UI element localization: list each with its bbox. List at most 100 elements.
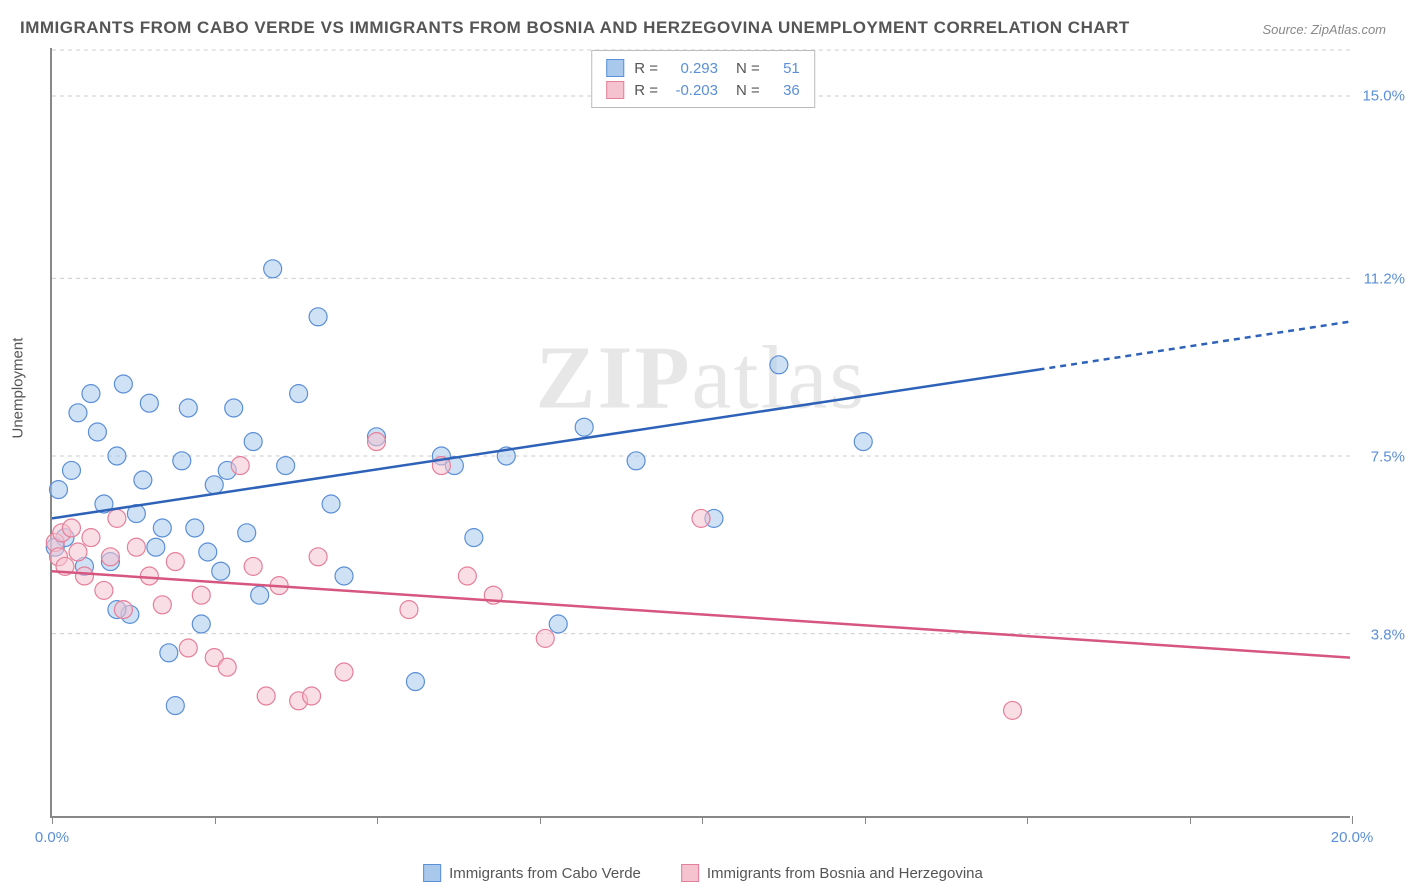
data-point — [368, 433, 386, 451]
x-tick — [215, 816, 216, 824]
r-label: R = — [634, 82, 658, 99]
data-point — [69, 543, 87, 561]
trend-line — [52, 571, 1350, 657]
data-point — [186, 519, 204, 537]
legend-label: Immigrants from Bosnia and Herzegovina — [707, 865, 983, 882]
data-point — [575, 418, 593, 436]
data-point — [238, 524, 256, 542]
x-tick — [52, 816, 53, 824]
legend-swatch — [423, 864, 441, 882]
data-point — [192, 586, 210, 604]
data-point — [406, 673, 424, 691]
data-point — [88, 423, 106, 441]
data-point — [108, 509, 126, 527]
x-tick — [1190, 816, 1191, 824]
data-point — [692, 509, 710, 527]
x-tick — [1027, 816, 1028, 824]
data-point — [400, 601, 418, 619]
data-point — [134, 471, 152, 489]
legend-stat-row: R = 0.293 N = 51 — [606, 57, 800, 79]
x-tick — [865, 816, 866, 824]
data-point — [153, 596, 171, 614]
data-point — [199, 543, 217, 561]
n-value: 51 — [770, 60, 800, 77]
data-point — [231, 457, 249, 475]
data-point — [179, 399, 197, 417]
data-point — [166, 697, 184, 715]
data-point — [114, 375, 132, 393]
x-tick — [377, 816, 378, 824]
data-point — [225, 399, 243, 417]
data-point — [69, 404, 87, 422]
data-point — [854, 433, 872, 451]
data-point — [257, 687, 275, 705]
x-tick — [1352, 816, 1353, 824]
data-point — [205, 476, 223, 494]
data-point — [309, 548, 327, 566]
data-point — [1004, 701, 1022, 719]
data-point — [335, 567, 353, 585]
data-point — [549, 615, 567, 633]
data-point — [264, 260, 282, 278]
data-point — [173, 452, 191, 470]
data-point — [536, 629, 554, 647]
data-point — [770, 356, 788, 374]
data-point — [82, 529, 100, 547]
data-point — [147, 538, 165, 556]
data-point — [140, 567, 158, 585]
data-point — [322, 495, 340, 513]
data-point — [244, 433, 262, 451]
y-tick-label: 7.5% — [1371, 449, 1405, 466]
r-value: 0.293 — [668, 60, 718, 77]
legend-item: Immigrants from Cabo Verde — [423, 864, 641, 882]
data-point — [335, 663, 353, 681]
chart-title: IMMIGRANTS FROM CABO VERDE VS IMMIGRANTS… — [20, 18, 1130, 38]
data-point — [108, 447, 126, 465]
data-point — [179, 639, 197, 657]
legend-swatch — [606, 81, 624, 99]
data-point — [153, 519, 171, 537]
data-point — [627, 452, 645, 470]
x-tick-label-max: 20.0% — [1331, 829, 1374, 846]
data-point — [114, 601, 132, 619]
data-point — [75, 567, 93, 585]
plot-area: ZIPatlas 3.8%7.5%11.2%15.0% 0.0%20.0% — [50, 48, 1350, 818]
data-point — [192, 615, 210, 633]
data-point — [290, 385, 308, 403]
data-point — [101, 548, 119, 566]
x-tick-label-min: 0.0% — [35, 829, 69, 846]
x-tick — [702, 816, 703, 824]
data-point — [212, 562, 230, 580]
data-point — [166, 553, 184, 571]
legend-item: Immigrants from Bosnia and Herzegovina — [681, 864, 983, 882]
n-label: N = — [736, 82, 760, 99]
legend-series: Immigrants from Cabo Verde Immigrants fro… — [423, 864, 983, 882]
n-label: N = — [736, 60, 760, 77]
data-point — [465, 529, 483, 547]
source-label: Source: ZipAtlas.com — [1262, 22, 1386, 37]
data-point — [251, 586, 269, 604]
data-point — [277, 457, 295, 475]
data-point — [160, 644, 178, 662]
data-point — [140, 394, 158, 412]
data-point — [244, 557, 262, 575]
data-point — [50, 481, 68, 499]
legend-stats: R =0.293N =51R =-0.203N =36 — [591, 50, 815, 108]
y-tick-label: 15.0% — [1362, 88, 1405, 105]
r-label: R = — [634, 60, 658, 77]
data-point — [218, 658, 236, 676]
trend-line — [52, 370, 1038, 519]
data-point — [62, 519, 80, 537]
plot-svg — [52, 48, 1350, 816]
y-axis-title: Unemployment — [10, 338, 27, 439]
x-tick — [540, 816, 541, 824]
data-point — [62, 461, 80, 479]
legend-swatch — [681, 864, 699, 882]
n-value: 36 — [770, 82, 800, 99]
data-point — [95, 581, 113, 599]
data-point — [309, 308, 327, 326]
legend-swatch — [606, 59, 624, 77]
y-tick-label: 3.8% — [1371, 627, 1405, 644]
data-point — [82, 385, 100, 403]
data-point — [127, 538, 145, 556]
